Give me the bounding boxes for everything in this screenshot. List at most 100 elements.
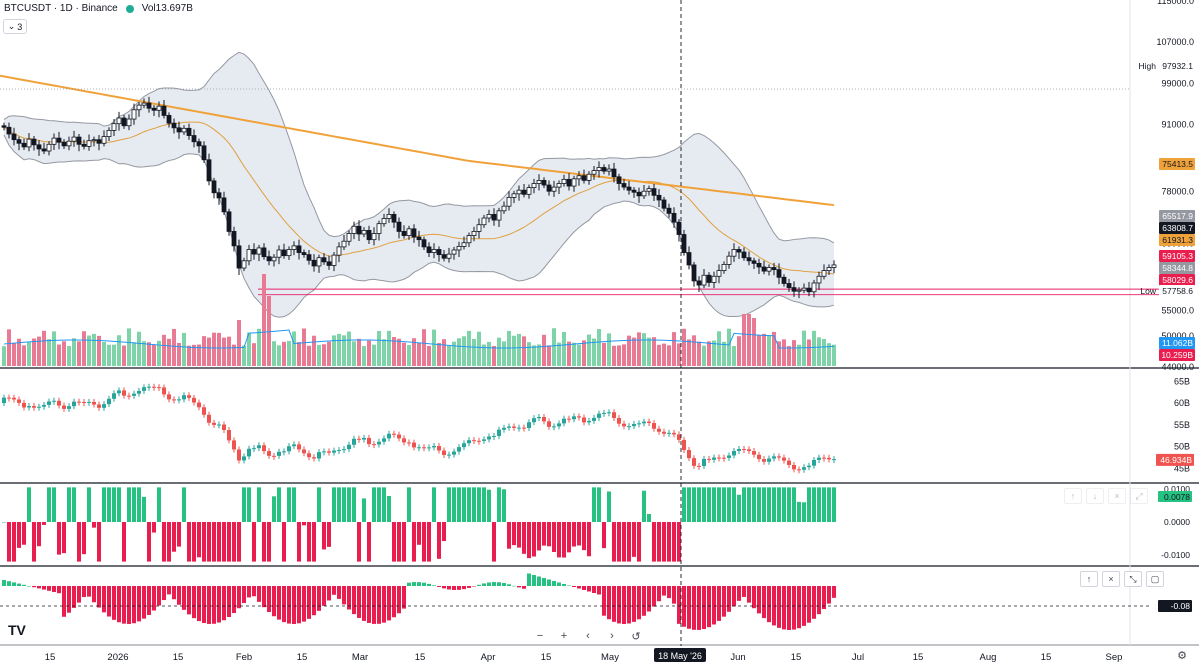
volume-bar xyxy=(487,341,491,366)
close-icon[interactable]: × xyxy=(1108,488,1126,504)
scroll-right-button[interactable]: › xyxy=(610,630,614,642)
volume-bar xyxy=(312,335,316,366)
candle-body xyxy=(566,178,572,187)
pane3-hist-bar xyxy=(437,522,441,559)
price-label-tag: Low xyxy=(1140,286,1156,296)
pane2-candle xyxy=(17,399,21,403)
price-label-box xyxy=(1159,210,1195,222)
pane2-candle xyxy=(612,412,616,418)
pane2-candle xyxy=(367,437,371,445)
candle-body xyxy=(511,193,517,198)
pane2-candle xyxy=(642,421,646,424)
pane2-candle xyxy=(342,449,346,451)
pane4-hist-bar xyxy=(132,586,136,624)
volume-bar xyxy=(827,343,831,366)
pane2-candle xyxy=(592,417,596,421)
move-up-icon[interactable]: ↑ xyxy=(1064,488,1082,504)
volume-bar xyxy=(247,332,251,366)
volume-bar xyxy=(207,337,211,366)
pane3-hist-bar xyxy=(492,522,496,562)
pane4-hist-bar xyxy=(437,586,441,587)
chevron-down-icon: ⌄ xyxy=(7,21,16,31)
pane3-hist-bar xyxy=(467,487,471,522)
pane4-hist-bar xyxy=(282,586,286,623)
pane3-hist-bar xyxy=(472,487,476,522)
volume-bar xyxy=(427,345,431,366)
scroll-left-button[interactable]: ‹ xyxy=(586,630,590,642)
pane3-hist-bar xyxy=(827,487,831,522)
pane2-candle xyxy=(142,387,146,391)
symbol-label[interactable]: BTCUSDT · 1D · Binance xyxy=(4,3,118,14)
volume-bar xyxy=(762,333,766,366)
move-up-icon[interactable]: ↑ xyxy=(1080,571,1098,587)
price-tick-label: 78000.0 xyxy=(1161,187,1194,197)
pane3-hist-bar xyxy=(357,522,361,562)
zoom-out-button[interactable]: − xyxy=(536,630,544,642)
volume-bar xyxy=(107,344,111,366)
volume-bar xyxy=(522,336,526,366)
pane2-candle xyxy=(667,432,671,434)
pane3-hist-bar xyxy=(667,522,671,562)
volume-bar xyxy=(232,344,236,366)
pane2-candle xyxy=(742,449,746,451)
pane4-hist-bar xyxy=(7,581,11,586)
pane3-hist-bar xyxy=(367,522,371,562)
time-tick-label: 15 xyxy=(173,652,184,662)
pane4-hist-bar xyxy=(752,586,756,609)
candle-body xyxy=(641,190,647,197)
volume-bar xyxy=(402,342,406,366)
pane2-candle xyxy=(802,467,806,470)
pane3-hist-bar xyxy=(422,522,426,562)
move-down-icon[interactable]: ↓ xyxy=(1086,488,1104,504)
maximize-icon[interactable]: ▢ xyxy=(1146,571,1164,587)
pane2-candle xyxy=(267,451,271,456)
pane2-candle xyxy=(352,438,356,445)
collapse-indicators-button[interactable]: ⌄ 3 xyxy=(3,19,27,34)
volume-label: Vol13.697B xyxy=(141,3,193,14)
maximize-icon[interactable]: ⤢ xyxy=(1130,488,1148,504)
volume-bar xyxy=(77,341,81,366)
reset-chart-button[interactable]: ↺ xyxy=(631,630,641,643)
candle-body xyxy=(561,178,567,184)
pane4-hist-bar xyxy=(422,582,426,586)
pane2-candle xyxy=(757,454,761,460)
volume-bar xyxy=(377,330,381,366)
volume-bar xyxy=(102,341,106,366)
volume-bar xyxy=(97,335,101,366)
volume-bar xyxy=(632,337,636,366)
candle-body xyxy=(586,173,592,181)
zoom-in-button[interactable]: + xyxy=(560,630,568,642)
volume-bar xyxy=(742,314,746,366)
candle-body xyxy=(431,249,437,253)
candle-body xyxy=(276,249,282,258)
pane4-hist-bar xyxy=(262,586,266,608)
candle-body xyxy=(76,136,82,145)
pane3-hist-bar xyxy=(172,522,176,552)
pane4-hist-bar xyxy=(647,586,651,612)
candle-body xyxy=(121,117,127,127)
volume-bar xyxy=(792,340,796,366)
volume-bar xyxy=(757,335,761,366)
pane4-tools: ↑ × ⤡ ▢ xyxy=(1080,571,1164,587)
pane4-hist-bar xyxy=(807,586,811,623)
pane3-hist-bar xyxy=(147,522,151,562)
volume-bar xyxy=(602,342,606,366)
pane3-hist-bar xyxy=(177,522,181,547)
candle-body xyxy=(161,105,167,116)
pane3-hist-bar xyxy=(342,487,346,522)
pane4-hist-bar xyxy=(102,586,106,613)
pane4-hist-bar xyxy=(42,586,46,590)
pane4-hist-bar xyxy=(592,586,596,593)
pane2-candle xyxy=(597,413,601,418)
collapse-icon[interactable]: ⤡ xyxy=(1124,571,1142,587)
pane2-candle xyxy=(577,416,581,418)
pane3-hist-bar xyxy=(647,513,651,522)
price-label-box xyxy=(1159,285,1195,297)
candle-body xyxy=(336,246,342,256)
candle-body xyxy=(156,105,162,111)
pane3-hist-bar xyxy=(12,522,16,562)
close-icon[interactable]: × xyxy=(1102,571,1120,587)
pane4-hist-bar xyxy=(137,586,141,622)
volume-bar xyxy=(2,346,6,366)
